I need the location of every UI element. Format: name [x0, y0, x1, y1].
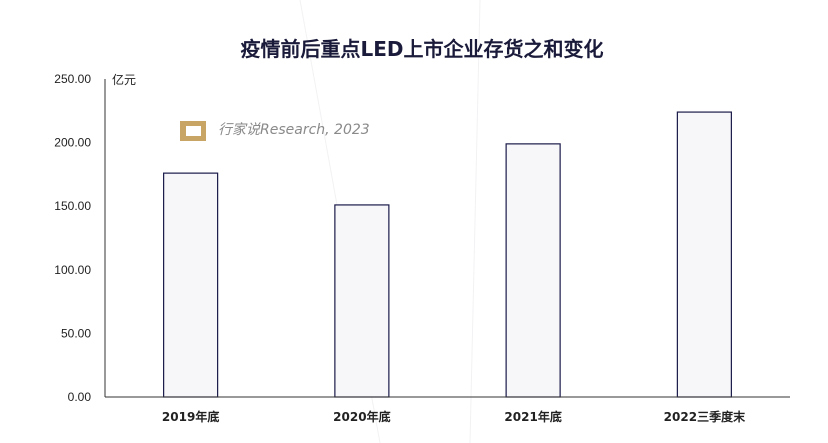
- x-tick-label: 2021年底: [504, 409, 561, 424]
- y-axis-tick-labels: 0.00 50.00 100.00 150.00 200.00 250.00: [54, 72, 91, 404]
- bar-2: [334, 204, 390, 398]
- bar-1: [163, 172, 219, 398]
- bars: [163, 111, 732, 398]
- background-decoration: [299, 0, 481, 443]
- x-axis-tick-labels: 2019年底 2020年底 2021年底 2022三季度末: [162, 409, 746, 424]
- y-tick-label: 200.00: [54, 136, 91, 150]
- bar-4: [676, 111, 732, 398]
- y-tick-label: 100.00: [54, 263, 91, 277]
- bar-3: [505, 143, 561, 398]
- y-tick-label: 250.00: [54, 72, 91, 86]
- x-tick-label: 2019年底: [162, 409, 219, 424]
- watermark: 行家说Research, 2023: [180, 121, 370, 141]
- x-tick-label: 2020年底: [333, 409, 390, 424]
- y-tick-label: 150.00: [54, 199, 91, 213]
- logo-icon: [180, 121, 206, 141]
- y-tick-label: 50.00: [61, 326, 91, 340]
- y-tick-label: 0.00: [68, 390, 92, 404]
- watermark-text: 行家说Research, 2023: [218, 122, 370, 138]
- y-axis-unit: 亿元: [112, 72, 136, 87]
- chart-title: 疫情前后重点LED上市企业存货之和变化: [240, 37, 603, 61]
- x-tick-label: 2022三季度末: [664, 409, 746, 424]
